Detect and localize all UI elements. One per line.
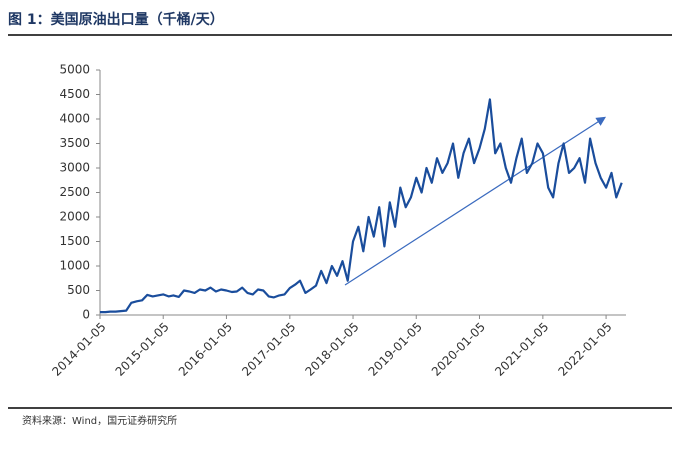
y-tick-label: 3500 xyxy=(59,136,90,150)
chart-title: 图 1：美国原油出口量（千桶/天） xyxy=(8,11,224,28)
trend-arrow xyxy=(344,116,607,286)
y-tick-label: 5000 xyxy=(59,63,90,77)
y-tick-label: 1000 xyxy=(59,259,90,273)
x-tick-label: 2021-01-05 xyxy=(492,320,551,379)
x-tick-label: 2022-01-05 xyxy=(555,320,614,379)
y-tick-label: 1500 xyxy=(59,234,90,248)
y-tick-label: 500 xyxy=(67,283,90,297)
x-tick-label: 2014-01-05 xyxy=(49,320,108,379)
data-line xyxy=(100,98,623,314)
y-tick-label: 2500 xyxy=(59,185,90,199)
y-tick-label: 4500 xyxy=(59,87,90,101)
x-tick-label: 2019-01-05 xyxy=(366,320,425,379)
y-tick-label: 3000 xyxy=(59,161,90,175)
source: 资料来源：Wind，国元证券研究所 xyxy=(22,414,177,427)
x-tick-label: 2015-01-05 xyxy=(113,320,172,379)
y-tick-label: 2000 xyxy=(59,210,90,224)
x-tick-label: 2018-01-05 xyxy=(302,320,361,379)
x-tick-label: 2020-01-05 xyxy=(429,320,488,379)
y-tick-label: 4000 xyxy=(59,112,90,126)
y-tick-label: 0 xyxy=(82,308,90,322)
x-tick-label: 2017-01-05 xyxy=(239,320,298,379)
x-tick-label: 2016-01-05 xyxy=(176,320,235,379)
